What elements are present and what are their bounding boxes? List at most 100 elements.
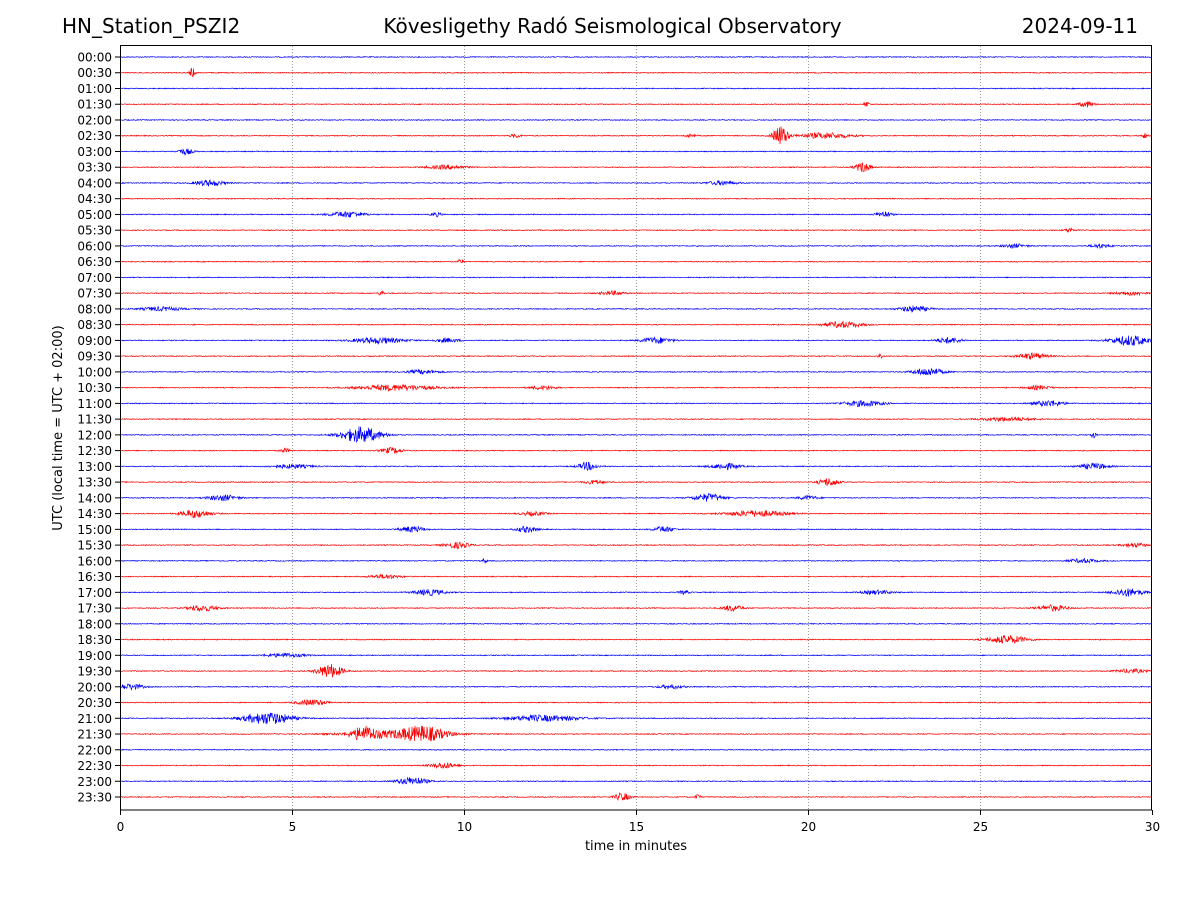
y-tick-label: 14:00 xyxy=(77,491,112,505)
trace-2130 xyxy=(120,725,1152,742)
trace-0600 xyxy=(120,242,1152,250)
trace-2000 xyxy=(120,683,1152,691)
y-tick-label: 13:30 xyxy=(77,476,112,490)
y-tick-label: 01:30 xyxy=(77,98,112,112)
x-tick-label: 15 xyxy=(629,820,644,834)
y-tick-label: 06:00 xyxy=(77,239,112,253)
x-tick-label: 25 xyxy=(973,820,988,834)
y-tick-label: 10:30 xyxy=(77,381,112,395)
y-tick-label: 18:00 xyxy=(77,617,112,631)
trace-2300 xyxy=(120,776,1152,785)
trace-0430 xyxy=(120,197,1152,200)
trace-1330 xyxy=(121,478,1152,486)
trace-1630 xyxy=(120,573,1152,580)
trace-0230 xyxy=(120,126,1152,145)
trace-0800 xyxy=(120,305,1152,313)
y-tick-label: 06:30 xyxy=(77,255,112,269)
y-tick-label: 12:30 xyxy=(77,444,112,458)
y-tick-label: 11:30 xyxy=(77,413,112,427)
trace-0630 xyxy=(120,258,1152,264)
x-axis-label: time in minutes xyxy=(585,839,687,854)
trace-0700 xyxy=(120,276,1152,279)
y-tick-label: 07:00 xyxy=(77,271,112,285)
trace-0400 xyxy=(120,179,1152,187)
trace-2230 xyxy=(120,762,1152,770)
x-tick-label: 10 xyxy=(457,820,472,834)
y-tick-label: 05:30 xyxy=(77,224,112,238)
y-tick-label: 05:00 xyxy=(77,208,112,222)
trace-1730 xyxy=(120,604,1152,613)
x-axis: 0 5 10 15 20 25 30 xyxy=(117,810,1160,834)
chart-date: 2024-09-11 xyxy=(1021,14,1138,38)
trace-1130 xyxy=(120,416,1152,423)
trace-0030 xyxy=(120,67,1152,78)
y-tick-label: 23:30 xyxy=(77,791,112,805)
y-tick-label: 15:00 xyxy=(77,523,112,537)
y-tick-label: 09:00 xyxy=(77,334,112,348)
y-axis-label: UTC (local time = UTC + 02:00) xyxy=(51,325,66,530)
y-tick-label: 01:00 xyxy=(77,82,112,96)
trace-0900 xyxy=(120,335,1152,347)
trace-1830 xyxy=(120,634,1152,644)
trace-0500 xyxy=(120,211,1152,218)
y-tick-label: 21:00 xyxy=(77,712,112,726)
y-tick-label: 08:30 xyxy=(77,318,112,332)
y-tick-label: 21:30 xyxy=(77,728,112,742)
y-tick-label: 23:00 xyxy=(77,775,112,789)
trace-1100 xyxy=(120,399,1152,408)
trace-0000 xyxy=(120,55,1152,59)
y-tick-label: 16:00 xyxy=(77,554,112,568)
x-tick-label: 0 xyxy=(117,820,125,834)
y-tick-label: 22:00 xyxy=(77,743,112,757)
y-tick-label: 04:00 xyxy=(77,176,112,190)
trace-1900 xyxy=(120,652,1152,658)
trace-1400 xyxy=(120,492,1152,502)
y-tick-label: 10:00 xyxy=(77,365,112,379)
trace-1600 xyxy=(120,557,1152,564)
trace-1030 xyxy=(120,383,1152,393)
y-tick-label: 17:00 xyxy=(77,586,112,600)
trace-0530 xyxy=(120,227,1152,233)
trace-2100 xyxy=(120,712,1152,725)
trace-1300 xyxy=(120,461,1152,472)
trace-1500 xyxy=(120,525,1152,534)
y-tick-label: 19:30 xyxy=(77,665,112,679)
trace-1200 xyxy=(120,426,1152,443)
y-tick-label: 16:30 xyxy=(77,570,112,584)
y-tick-label: 04:30 xyxy=(77,192,112,206)
y-tick-label: 15:30 xyxy=(77,539,112,553)
plot-frame xyxy=(120,45,1152,811)
trace-0100 xyxy=(120,87,1152,90)
y-tick-label: 12:00 xyxy=(77,428,112,442)
trace-0330 xyxy=(120,162,1152,173)
y-tick-label: 00:30 xyxy=(77,66,112,80)
station-name: HN_Station_PSZI2 xyxy=(62,14,241,38)
y-tick-label: 08:00 xyxy=(77,302,112,316)
trace-2200 xyxy=(120,748,1152,751)
y-tick-label: 22:30 xyxy=(77,759,112,773)
trace-1930 xyxy=(120,663,1152,678)
x-tick-label: 5 xyxy=(289,820,297,834)
y-tick-label: 02:00 xyxy=(77,113,112,127)
y-tick-label: 17:30 xyxy=(77,602,112,616)
y-tick-label: 13:00 xyxy=(77,460,112,474)
y-tick-label: 20:00 xyxy=(77,680,112,694)
trace-2030 xyxy=(120,699,1152,706)
trace-1700 xyxy=(120,588,1152,597)
trace-2330 xyxy=(120,791,1152,801)
y-tick-label: 02:30 xyxy=(77,129,112,143)
y-tick-label: 18:30 xyxy=(77,633,112,647)
trace-0930 xyxy=(120,352,1152,360)
y-tick-label: 20:30 xyxy=(77,696,112,710)
trace-0830 xyxy=(120,320,1152,329)
y-tick-label: 11:00 xyxy=(77,397,112,411)
trace-0130 xyxy=(120,100,1152,108)
y-tick-label: 03:30 xyxy=(77,161,112,175)
trace-0730 xyxy=(120,290,1152,297)
grid-lines xyxy=(292,46,981,810)
y-tick-label: 03:00 xyxy=(77,145,112,159)
traces xyxy=(120,55,1152,801)
y-tick-label: 19:00 xyxy=(77,649,112,663)
